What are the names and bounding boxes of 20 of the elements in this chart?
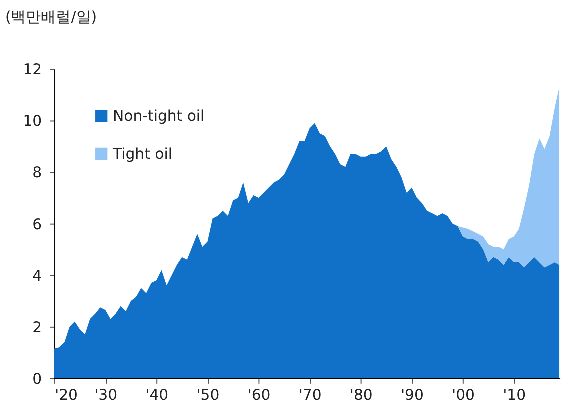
x-tick-label: '20 bbox=[55, 386, 78, 404]
x-tick-label: '30 bbox=[94, 386, 118, 404]
y-tick-label: 8 bbox=[32, 164, 42, 182]
x-tick-label: '50 bbox=[196, 386, 220, 404]
y-tick-label: 6 bbox=[32, 215, 42, 234]
legend-label: Non-tight oil bbox=[113, 107, 205, 126]
x-tick-label: '90 bbox=[400, 386, 424, 404]
x-tick-label: '60 bbox=[248, 386, 271, 404]
x-tick-label: '80 bbox=[350, 386, 373, 404]
x-tick-label: '40 bbox=[146, 386, 169, 404]
y-tick-label: 2 bbox=[32, 318, 42, 336]
x-tick-label: '00 bbox=[452, 386, 476, 404]
legend-label: Tight oil bbox=[112, 144, 172, 163]
y-axis-title: (백만배럴/일) bbox=[5, 8, 98, 26]
y-tick-label: 10 bbox=[23, 112, 42, 130]
y-tick-label: 4 bbox=[32, 266, 42, 285]
y-tick-label: 0 bbox=[32, 370, 42, 388]
x-tick-label: '10 bbox=[503, 386, 526, 404]
x-tick-label: '70 bbox=[298, 386, 322, 404]
y-tick-label: 12 bbox=[23, 60, 42, 79]
